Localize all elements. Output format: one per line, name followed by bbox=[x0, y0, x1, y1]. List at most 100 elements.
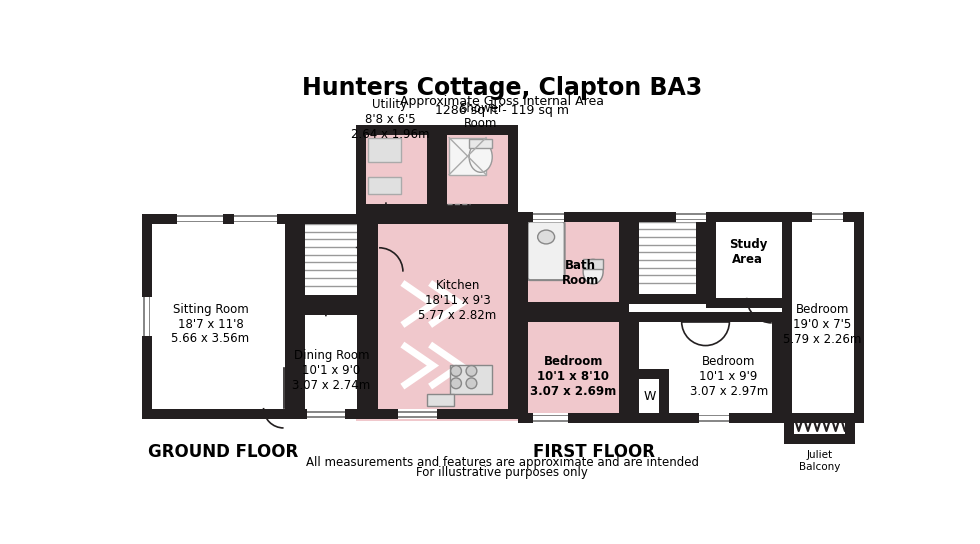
Circle shape bbox=[451, 378, 462, 388]
Bar bbox=[285, 214, 295, 419]
Bar bbox=[629, 294, 707, 304]
Bar bbox=[427, 394, 454, 406]
Bar bbox=[234, 215, 276, 217]
Bar bbox=[356, 125, 517, 421]
Bar bbox=[629, 212, 707, 221]
Bar bbox=[660, 369, 669, 423]
Bar bbox=[707, 298, 782, 308]
Bar bbox=[149, 297, 150, 336]
Ellipse shape bbox=[469, 141, 492, 172]
Bar bbox=[295, 305, 368, 315]
Bar bbox=[295, 214, 368, 224]
Bar bbox=[449, 138, 486, 175]
Bar bbox=[176, 214, 222, 224]
Text: All measurements and features are approximate and are intended: All measurements and features are approx… bbox=[306, 456, 699, 469]
Bar bbox=[619, 212, 629, 312]
Bar bbox=[782, 212, 792, 423]
Bar bbox=[295, 214, 368, 305]
Bar bbox=[356, 125, 366, 214]
Bar bbox=[368, 177, 401, 194]
Bar bbox=[368, 410, 517, 419]
Bar bbox=[533, 219, 563, 220]
Bar bbox=[533, 212, 563, 221]
Bar bbox=[517, 212, 637, 423]
Bar bbox=[142, 214, 295, 419]
Bar bbox=[176, 221, 222, 222]
Bar bbox=[450, 365, 492, 394]
Bar bbox=[234, 214, 276, 224]
Text: Bedroom
10'1 x 8'10
3.07 x 2.69m: Bedroom 10'1 x 8'10 3.07 x 2.69m bbox=[530, 355, 616, 398]
Circle shape bbox=[466, 378, 477, 388]
Bar bbox=[629, 369, 669, 380]
Text: Sitting Room
18'7 x 11'8
5.66 x 3.56m: Sitting Room 18'7 x 11'8 5.66 x 3.56m bbox=[172, 302, 250, 345]
Bar bbox=[437, 125, 447, 214]
Text: For illustrative purposes only: For illustrative purposes only bbox=[416, 466, 588, 479]
Bar bbox=[697, 212, 707, 304]
Bar bbox=[533, 413, 567, 423]
Bar bbox=[811, 212, 843, 221]
Bar bbox=[629, 312, 782, 423]
Bar bbox=[356, 214, 366, 224]
Bar bbox=[398, 416, 437, 418]
Bar bbox=[142, 297, 152, 336]
Bar bbox=[295, 410, 368, 419]
Bar bbox=[784, 434, 855, 444]
Text: W: W bbox=[643, 390, 656, 403]
Bar bbox=[508, 125, 517, 214]
FancyBboxPatch shape bbox=[527, 221, 564, 280]
Text: Approximate Gross Internal Area: Approximate Gross Internal Area bbox=[400, 95, 605, 108]
Bar bbox=[508, 125, 517, 214]
Text: Kitchen
18'11 x 9'3
5.77 x 2.82m: Kitchen 18'11 x 9'3 5.77 x 2.82m bbox=[418, 280, 497, 323]
Circle shape bbox=[451, 366, 462, 376]
Text: Study
Area: Study Area bbox=[729, 238, 767, 265]
Bar bbox=[368, 214, 517, 224]
Bar bbox=[675, 212, 707, 221]
Bar bbox=[784, 413, 794, 444]
Bar bbox=[811, 213, 843, 215]
Bar bbox=[845, 413, 855, 444]
Text: Bath
Room: Bath Room bbox=[563, 259, 600, 287]
Bar bbox=[398, 411, 437, 412]
Bar bbox=[176, 215, 222, 217]
Bar bbox=[517, 312, 629, 423]
Bar bbox=[427, 125, 437, 214]
Bar bbox=[469, 139, 492, 149]
Bar bbox=[629, 369, 639, 423]
Text: 1286 sq ft - 119 sq m: 1286 sq ft - 119 sq m bbox=[435, 104, 569, 117]
Bar bbox=[784, 413, 855, 444]
Ellipse shape bbox=[583, 259, 603, 284]
Bar bbox=[437, 125, 517, 214]
Bar bbox=[533, 415, 567, 416]
Bar bbox=[307, 410, 345, 419]
Bar bbox=[782, 212, 864, 423]
Bar bbox=[356, 125, 437, 214]
Bar bbox=[517, 212, 629, 312]
Bar bbox=[629, 312, 639, 423]
Bar bbox=[699, 421, 729, 422]
Bar bbox=[517, 302, 629, 312]
Text: GROUND FLOOR: GROUND FLOOR bbox=[148, 443, 298, 461]
Bar bbox=[699, 415, 729, 416]
Bar bbox=[583, 258, 603, 269]
Bar bbox=[675, 213, 707, 215]
Bar bbox=[368, 214, 377, 419]
Bar bbox=[295, 214, 305, 305]
Bar bbox=[772, 312, 782, 423]
Bar bbox=[707, 212, 782, 308]
Text: Juliet
Balcony: Juliet Balcony bbox=[799, 450, 840, 472]
Bar bbox=[707, 212, 716, 308]
Bar bbox=[855, 212, 864, 423]
Bar bbox=[437, 125, 517, 135]
Bar bbox=[699, 413, 729, 423]
Bar bbox=[356, 125, 517, 135]
Bar bbox=[533, 213, 563, 215]
Bar bbox=[295, 305, 305, 419]
Bar bbox=[142, 214, 295, 224]
Bar bbox=[234, 221, 276, 222]
Bar bbox=[356, 125, 437, 135]
Bar bbox=[295, 295, 368, 305]
Text: Shower
Room: Shower Room bbox=[459, 102, 503, 130]
Bar bbox=[517, 212, 527, 423]
Bar bbox=[517, 413, 864, 423]
Bar bbox=[629, 212, 639, 304]
